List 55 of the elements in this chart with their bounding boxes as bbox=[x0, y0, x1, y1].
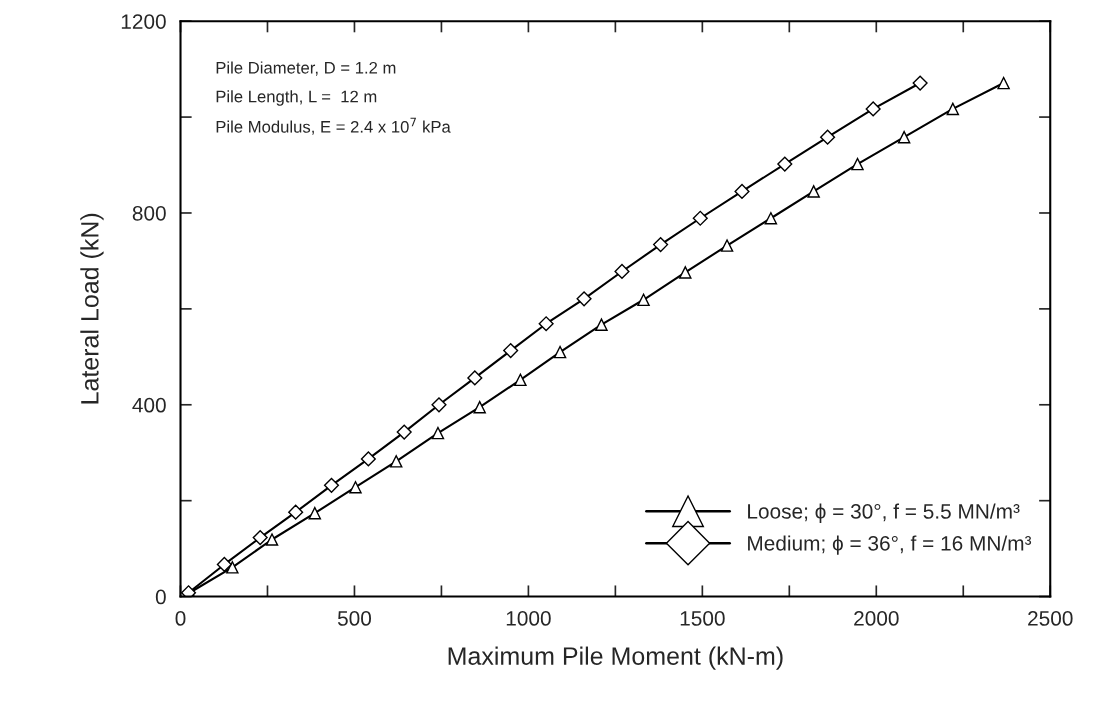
point bbox=[865, 101, 881, 117]
point bbox=[897, 130, 911, 144]
x-tick-label: 500 bbox=[337, 611, 372, 626]
point bbox=[514, 373, 527, 387]
point bbox=[946, 102, 960, 116]
point bbox=[807, 185, 820, 198]
y-tick-label: 800 bbox=[132, 205, 166, 221]
point bbox=[851, 157, 864, 171]
y-axis-title: Lateral Load (kN) bbox=[80, 213, 104, 404]
x-tick-label: 1000 bbox=[506, 611, 551, 626]
point bbox=[637, 293, 650, 307]
legend-label: Loose; ϕ = 30°, f = 5.5 MN/m³ bbox=[748, 503, 1020, 523]
point bbox=[734, 183, 750, 199]
x-tick-label: 2000 bbox=[854, 611, 899, 626]
point bbox=[323, 477, 340, 493]
annotation: Pile Modulus, E = 2.4 x 10$^{7}$ kPa bbox=[216, 117, 451, 135]
point bbox=[396, 424, 412, 440]
point bbox=[553, 345, 567, 359]
point bbox=[692, 210, 708, 226]
point bbox=[288, 504, 304, 520]
x-tick-label: 1500 bbox=[680, 611, 725, 626]
point bbox=[252, 530, 268, 546]
point bbox=[653, 237, 669, 253]
point bbox=[912, 75, 928, 91]
point bbox=[308, 506, 322, 520]
point bbox=[265, 533, 279, 546]
point bbox=[595, 318, 608, 331]
point bbox=[764, 212, 778, 225]
x-tick-label: 2500 bbox=[1028, 611, 1073, 626]
point bbox=[820, 129, 836, 145]
point bbox=[614, 263, 630, 280]
point bbox=[777, 156, 793, 172]
point bbox=[226, 561, 239, 574]
point bbox=[576, 291, 592, 307]
point bbox=[679, 266, 692, 279]
point bbox=[503, 343, 519, 359]
x-axis-title: Maximum Pile Moment (kN-m) bbox=[448, 646, 783, 670]
point bbox=[360, 451, 376, 467]
point bbox=[997, 76, 1010, 90]
point bbox=[538, 316, 554, 332]
point bbox=[349, 480, 362, 494]
x-tick-label: 0 bbox=[175, 611, 186, 626]
point bbox=[720, 239, 734, 252]
point bbox=[389, 455, 403, 468]
annotation: Pile Diameter, D = 1.2 m bbox=[216, 61, 396, 76]
legend-label: Medium; ϕ = 36°, f = 16 MN/m³ bbox=[748, 535, 1032, 555]
y-tick-label: 1200 bbox=[121, 14, 166, 29]
y-tick-label: 0 bbox=[155, 589, 166, 605]
y-tick-label: 400 bbox=[132, 397, 166, 413]
annotation: Pile Length, L = 12 m bbox=[216, 90, 377, 106]
point bbox=[431, 426, 445, 440]
point bbox=[467, 370, 483, 386]
point bbox=[473, 400, 486, 414]
point bbox=[216, 556, 232, 573]
point bbox=[431, 397, 447, 413]
